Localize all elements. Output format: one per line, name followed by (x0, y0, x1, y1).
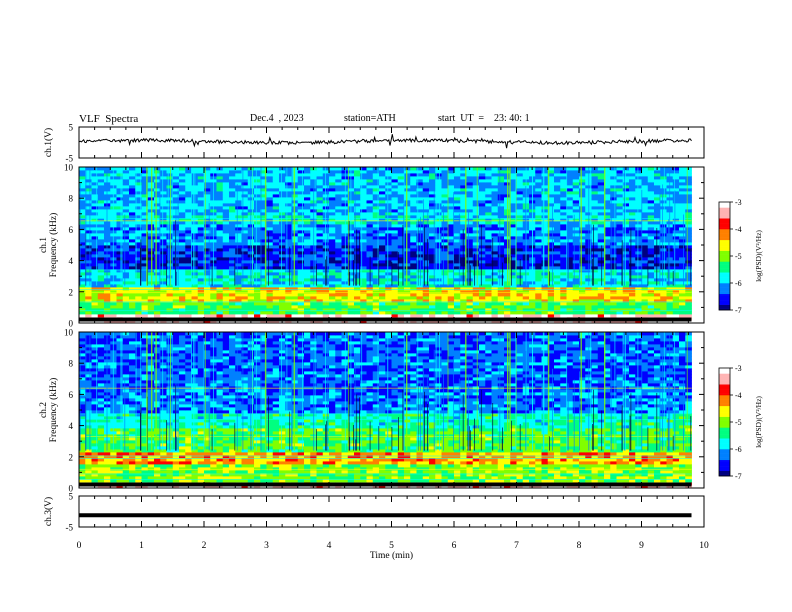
ch3-waveform-ylabel: ch.3(V) (43, 497, 54, 526)
ch1-spectrogram-ytick-label: 10 (64, 163, 74, 173)
time-axis-label: Time (min) (370, 550, 413, 561)
station-label: station=ATH (344, 113, 396, 124)
ch2-spectrogram-ylabel: ch.2 (39, 402, 49, 418)
time-tick-label: 7 (514, 541, 519, 551)
ch1-colorbar-tick: -5 (735, 252, 742, 261)
ch1-spectrogram-ylabel: Frequency (kHz) (48, 213, 59, 278)
ch2-colorbar-tick: -3 (735, 364, 742, 373)
ch1-colorbar-tick: -4 (735, 225, 742, 234)
time-tick-label: 0 (77, 541, 82, 551)
ch1-spectrogram-sferics (78, 167, 692, 286)
ch2-spectrogram-ytick-label: 10 (64, 328, 74, 338)
time-tick-label: 6 (452, 541, 457, 551)
ch1-colorbar-tick: -7 (735, 306, 742, 315)
ch2-colorbar-tick: -5 (735, 418, 742, 427)
start-time-label: start UT = 23: 40: 1 (438, 113, 530, 124)
colorbars: -3 -4 -5 -6 -7 log(PSD)(V²/Hz) -3 -4 -5 -6 -7 log(P… (718, 198, 763, 481)
ch2-spectrogram-ylabel: Frequency (kHz) (48, 378, 59, 443)
time-tick-label: 8 (577, 541, 582, 551)
time-tick-label: 4 (327, 541, 332, 551)
time-tick-label: 5 (389, 541, 394, 551)
ch2-spectrogram-ytick-label: 0 (69, 484, 74, 494)
time-tick-label: 9 (639, 541, 644, 551)
ch2-colorbar-label: log(PSD)(V²/Hz) (754, 396, 763, 448)
ch1-spectrogram-ytick-label: 4 (69, 256, 74, 266)
ch1-waveform-trace (78, 134, 692, 149)
ch2-colorbar-tick: -6 (735, 445, 742, 454)
ch1-spectrogram-ytick-label: 2 (69, 287, 74, 297)
ch3-waveform-ytick-label: -5 (66, 523, 74, 533)
ch1-colorbar-tick: -6 (735, 279, 742, 288)
ch1-waveform-ytick-label: -5 (66, 154, 74, 164)
ch1-waveform-ytick-label: 5 (69, 123, 74, 133)
ch2-spectrogram-ytick-label: 6 (69, 390, 74, 400)
ch1-colorbar-tick: -3 (735, 198, 742, 207)
ch2-spectrogram-plot (78, 331, 705, 489)
time-tick-label: 2 (202, 541, 207, 551)
date-label: Dec.4 , 2023 (250, 113, 304, 124)
time-axis: 0 1 2 3 4 5 6 7 8 9 10 Time (min) (77, 127, 709, 561)
ch2-spectrogram-ytick-label: 2 (69, 452, 74, 462)
ch1-colorbar-label: log(PSD)(V²/Hz) (754, 230, 763, 282)
ch2-spectrogram-ytick-label: 4 (69, 421, 74, 431)
figure-title: VLF Spectra (79, 113, 139, 125)
ch1-waveform-ylabel: ch.1(V) (43, 128, 54, 157)
time-tick-label: 3 (264, 541, 269, 551)
ch3-waveform-ytick-label: 5 (69, 492, 74, 502)
ch1-spectrogram-ylabel: ch.1 (39, 237, 49, 253)
time-tick-label: 1 (139, 541, 144, 551)
time-tick-label: 10 (699, 541, 709, 551)
ch2-colorbar-tick: -4 (735, 391, 742, 400)
ch2-colorbar-tick: -7 (735, 472, 742, 481)
ch1-spectrogram-plot (78, 166, 705, 324)
ch2-spectrogram-ytick-label: 8 (69, 359, 74, 369)
ch1-spectrogram-ytick-label: 0 (69, 319, 74, 329)
ch1-spectrogram-ytick-label: 6 (69, 225, 74, 235)
ch2-spectrogram-sferics (78, 332, 692, 451)
ch1-spectrogram-ytick-label: 8 (69, 194, 74, 204)
